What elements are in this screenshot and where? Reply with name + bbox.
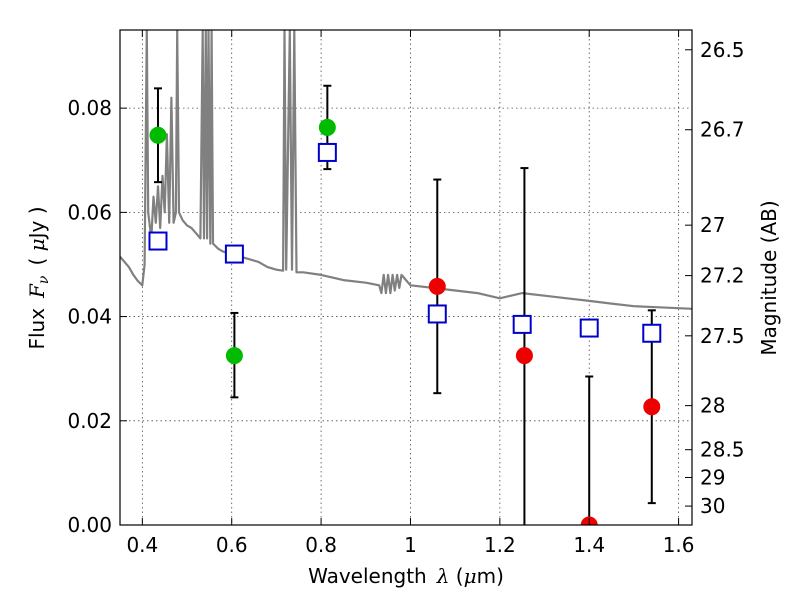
model-photometry-square	[317, 142, 337, 162]
observed-flux-point	[225, 347, 243, 365]
x-tick-labels: 0.4 0.6 0.8 1 1.2 1.4 1.6	[126, 533, 694, 557]
grid-lines	[120, 30, 692, 526]
y-tick-labels: 0.00 0.02 0.04 0.06 0.08	[67, 96, 112, 537]
x-tick-label: 0.6	[216, 533, 248, 557]
y2-tick-label: 27.5	[700, 324, 745, 348]
marker-layer	[148, 118, 662, 525]
x-tick-label: 1.4	[573, 533, 605, 557]
y2-tick-label: 26.7	[700, 118, 745, 142]
observed-flux-point	[149, 126, 167, 144]
y-tick-label: 0.08	[67, 96, 112, 120]
x-tick-label: 1.6	[663, 533, 695, 557]
model-photometry-square	[512, 314, 532, 334]
y2-tick-label: 27.2	[700, 264, 745, 288]
x-tick-label: 1.2	[484, 533, 516, 557]
model-photometry-square	[148, 231, 168, 251]
y2-axis-label: Magnitude (AB)	[757, 200, 781, 355]
x-axis-label: Wavelength λ (μm)	[308, 564, 504, 588]
x-tick-label: 0.8	[305, 533, 337, 557]
model-photometry-square	[642, 323, 662, 343]
y2-tick-label: 28.5	[700, 438, 745, 462]
model-spectrum-layer	[120, 30, 692, 310]
model-photometry-square	[224, 244, 244, 264]
y2-tick-label: 29	[700, 465, 725, 489]
y-axis-label: FluxFν( μJy )	[25, 206, 52, 349]
x-tick-label: 1	[404, 533, 417, 557]
observed-flux-point	[318, 118, 336, 136]
y-tick-label: 0.00	[67, 513, 112, 537]
model-photometry-square	[579, 318, 599, 338]
y2-tick-label: 26.5	[700, 38, 745, 62]
tick-marks	[120, 30, 692, 526]
model-photometry-square	[427, 304, 447, 324]
y2-tick-label: 27	[700, 213, 725, 237]
observed-flux-point	[515, 347, 533, 365]
x-tick-label: 0.4	[126, 533, 158, 557]
y-tick-label: 0.02	[67, 409, 112, 433]
y2-tick-labels: 26.5 26.7 27 27.2 27.5 28 28.5 29 30	[700, 38, 745, 518]
model-spectrum-line	[120, 30, 692, 310]
plot-frame	[119, 29, 693, 526]
y-tick-label: 0.04	[67, 305, 112, 329]
y2-tick-label: 28	[700, 394, 725, 418]
observed-flux-point	[428, 277, 446, 295]
observed-flux-point	[643, 398, 661, 416]
y-tick-label: 0.06	[67, 200, 112, 224]
y2-tick-label: 30	[700, 494, 725, 518]
errorbar-layer	[153, 84, 656, 525]
